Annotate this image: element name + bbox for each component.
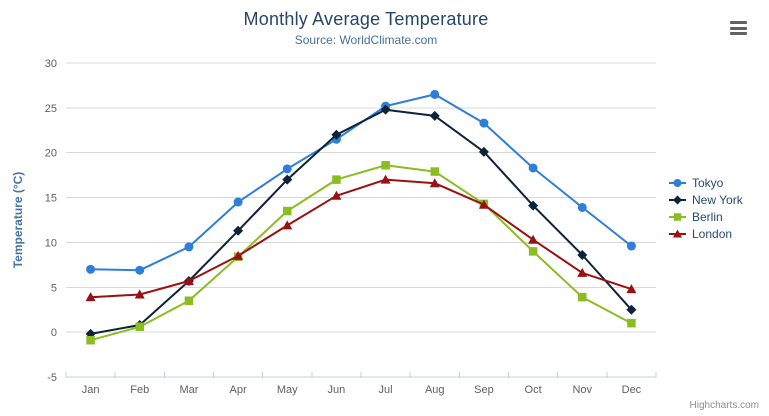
x-axis-tick-label: Mar: [179, 384, 198, 396]
x-axis-tick-label: Oct: [525, 384, 542, 396]
y-axis-tick-label: 25: [45, 103, 57, 115]
data-point-london[interactable]: [183, 276, 194, 286]
data-point-berlin[interactable]: [283, 206, 292, 216]
data-point-new-york[interactable]: [626, 304, 637, 315]
x-axis-tick-label: May: [277, 384, 298, 396]
legend-item-berlin[interactable]: Berlin: [669, 210, 743, 224]
hamburger-icon: [730, 21, 747, 24]
legend-triangle-icon: [669, 229, 686, 238]
legend: Tokyo New York Berlin London: [669, 176, 743, 241]
x-axis-tick-label: Nov: [572, 384, 592, 396]
data-point-london[interactable]: [331, 190, 342, 200]
legend-item-london[interactable]: London: [669, 227, 743, 241]
legend-label: New York: [692, 193, 743, 207]
data-point-berlin[interactable]: [86, 335, 95, 345]
data-point-london[interactable]: [233, 250, 244, 260]
x-axis-tick-label: Jun: [328, 384, 346, 396]
data-point-tokyo[interactable]: [282, 164, 292, 174]
data-point-london[interactable]: [380, 174, 391, 184]
legend-circle-icon: [669, 179, 686, 187]
data-point-london[interactable]: [577, 267, 588, 277]
data-point-tokyo[interactable]: [86, 264, 96, 274]
y-axis-tick-label: 5: [51, 282, 57, 294]
y-axis-title: Temperature (°C): [11, 172, 25, 269]
x-axis-tick-label: Aug: [425, 384, 445, 396]
data-point-berlin[interactable]: [332, 175, 341, 184]
data-point-london[interactable]: [282, 220, 293, 230]
data-point-tokyo[interactable]: [184, 242, 194, 252]
y-axis-tick-label: 15: [45, 193, 57, 205]
data-point-new-york[interactable]: [528, 200, 539, 211]
y-axis-tick-label: 0: [51, 327, 57, 339]
series-line: [89, 178, 633, 299]
data-point-london[interactable]: [134, 289, 145, 299]
x-axis-tick-label: Sep: [474, 384, 494, 396]
data-point-london[interactable]: [528, 234, 539, 244]
data-point-new-york[interactable]: [331, 129, 342, 140]
data-point-new-york[interactable]: [282, 174, 293, 185]
hamburger-icon: [730, 26, 747, 30]
chart-title: Monthly Average Temperature: [243, 9, 489, 29]
series-line: [89, 93, 633, 272]
data-point-berlin[interactable]: [430, 167, 440, 176]
legend-square-icon: [669, 213, 686, 221]
data-point-tokyo[interactable]: [626, 241, 636, 251]
y-axis-tick-label: 30: [45, 58, 57, 70]
y-axis-tick-label: 20: [45, 148, 57, 160]
hamburger-icon: [730, 32, 747, 35]
data-point-new-york[interactable]: [380, 104, 391, 115]
series-london[interactable]: [85, 174, 637, 302]
legend-diamond-icon: [669, 195, 686, 205]
data-point-new-york[interactable]: [478, 146, 489, 157]
data-point-new-york[interactable]: [429, 110, 440, 121]
data-point-london[interactable]: [478, 199, 489, 209]
data-point-berlin[interactable]: [381, 161, 390, 170]
series-line: [89, 108, 633, 335]
legend-label: London: [692, 227, 733, 241]
series-new-york[interactable]: [85, 104, 637, 339]
y-axis-tick-label: -5: [47, 372, 57, 384]
legend-item-new-york[interactable]: New York: [669, 193, 743, 207]
data-point-new-york[interactable]: [233, 225, 244, 236]
legend-label: Berlin: [692, 210, 723, 224]
legend-label: Tokyo: [692, 176, 724, 190]
data-point-tokyo[interactable]: [528, 163, 538, 173]
data-point-berlin[interactable]: [184, 296, 194, 305]
data-point-london[interactable]: [429, 178, 440, 188]
x-axis-tick-label: Apr: [230, 384, 247, 396]
data-point-berlin[interactable]: [528, 247, 538, 256]
series-line: [89, 164, 633, 342]
data-point-tokyo[interactable]: [430, 89, 440, 99]
data-point-tokyo[interactable]: [135, 265, 145, 275]
x-axis-tick-label: Jan: [82, 384, 100, 396]
x-axis-tick-label: Dec: [622, 384, 642, 396]
data-point-berlin[interactable]: [627, 318, 636, 328]
data-point-tokyo[interactable]: [577, 202, 587, 212]
x-axis-tick-label: Jul: [379, 384, 393, 396]
series-tokyo[interactable]: [86, 89, 636, 275]
legend-item-tokyo[interactable]: Tokyo: [669, 176, 743, 190]
data-point-new-york[interactable]: [577, 249, 588, 260]
data-point-tokyo[interactable]: [479, 118, 489, 128]
chart-subtitle: Source: WorldClimate.com: [294, 33, 438, 47]
data-point-london[interactable]: [85, 292, 96, 302]
highcharts-credit[interactable]: Highcharts.com: [689, 400, 759, 411]
data-point-london[interactable]: [626, 284, 637, 294]
data-point-berlin[interactable]: [135, 322, 145, 332]
x-axis-tick-label: Feb: [130, 384, 149, 396]
data-point-tokyo[interactable]: [233, 197, 243, 207]
export-menu-button[interactable]: [730, 21, 748, 35]
y-axis-tick-label: 10: [45, 237, 57, 249]
data-point-berlin[interactable]: [578, 292, 587, 302]
